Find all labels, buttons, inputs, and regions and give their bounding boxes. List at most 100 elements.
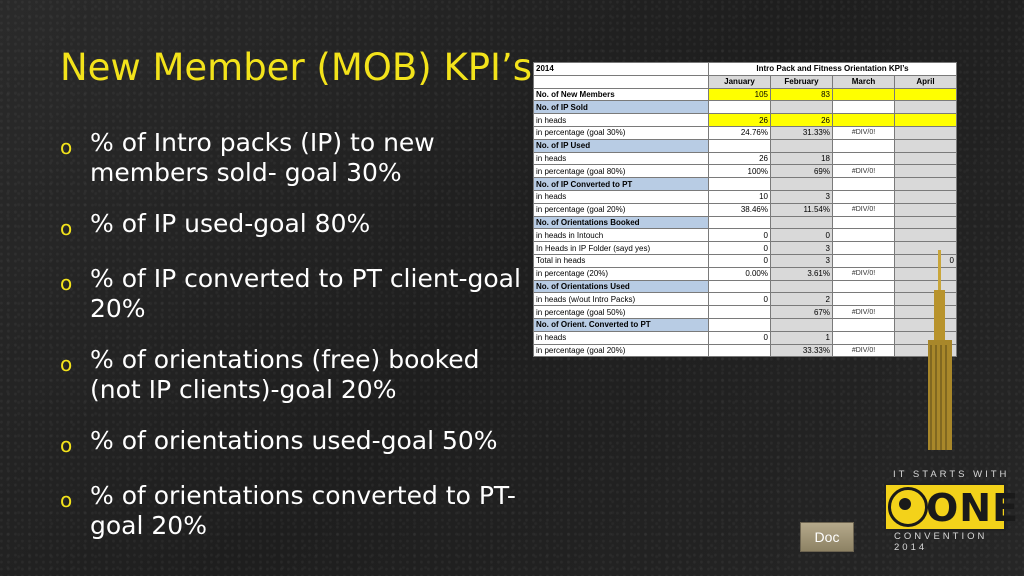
table-row: No. of New Members 105 83 (533, 87, 957, 102)
slide-title: New Member (MOB) KPI’s (60, 46, 533, 89)
table-row: Total in heads 0 3 0 (533, 253, 957, 268)
row-label: No. of Orientations Booked (533, 215, 709, 230)
row-label: No. of IP Converted to PT (533, 177, 709, 191)
table-row: No. of Orient. Converted to PT (533, 317, 957, 332)
cell-january (708, 279, 771, 294)
table-row: in percentage (20%) 0.00% 3.61% #DIV/0! (533, 266, 957, 281)
cell-january: 26 (708, 113, 771, 127)
cell-march (832, 253, 895, 268)
cell-april (894, 279, 957, 294)
cell-march (832, 215, 895, 230)
cell-april (894, 138, 957, 153)
cell-january: 105 (708, 87, 771, 102)
table-row: in percentage (goal 80%) 100% 69% #DIV/0! (533, 164, 957, 179)
cell-april (894, 241, 957, 255)
cell-january: 10 (708, 189, 771, 204)
cell-march (832, 87, 895, 102)
cell-march (832, 241, 895, 255)
gym-seal-icon (888, 487, 928, 527)
row-label: No. of Orientations Used (533, 279, 709, 294)
cell-february (770, 100, 833, 115)
cell-january: 0 (708, 228, 771, 243)
logo-tagline-bottom: CONVENTION 2014 (894, 531, 988, 553)
bullet-item: o % of orientations used-goal 50% (60, 426, 530, 460)
cell-february: 0 (770, 228, 833, 243)
table-row: No. of Orientations Booked (533, 215, 957, 230)
col-header-february: February (770, 74, 833, 89)
cell-march: #DIV/0! (832, 266, 895, 281)
cell-february: 3 (770, 189, 833, 204)
cell-february: 3 (770, 253, 833, 268)
bullet-marker: o (60, 216, 73, 240)
cell-january (708, 138, 771, 153)
table-row: in percentage (goal 30%) 24.76% 31.33% #DIV… (533, 125, 957, 140)
cell-february: 18 (770, 151, 833, 166)
table-row: No. of Orientations Used (533, 279, 957, 294)
bullet-text: % of Intro packs (IP) to new members sol… (90, 128, 435, 187)
col-header-april: April (894, 74, 957, 89)
cell-march (832, 113, 895, 127)
table-row: in percentage (goal 20%) 33.33% #DIV/0! (533, 343, 957, 358)
cell-february: 26 (770, 113, 833, 127)
cell-january: 26 (708, 151, 771, 166)
bullet-marker: o (60, 271, 73, 295)
doc-button[interactable]: Doc (800, 522, 854, 552)
row-label: in heads (533, 151, 709, 166)
cell-february: 11.54% (770, 202, 833, 217)
bullet-list: o % of Intro packs (IP) to new members so… (60, 128, 530, 562)
cell-february: 83 (770, 87, 833, 102)
bullet-text: % of IP used-goal 80% (90, 209, 371, 238)
row-label: in heads in Intouch (533, 228, 709, 243)
cell-february: 3 (770, 241, 833, 255)
cell-march: #DIV/0! (832, 305, 895, 319)
cell-january: 0.00% (708, 266, 771, 281)
cell-january (708, 215, 771, 230)
cell-february (770, 279, 833, 294)
table-row: No. of IP Converted to PT (533, 177, 957, 191)
row-label: No. of IP Sold (533, 100, 709, 115)
cell-january (708, 305, 771, 319)
row-label: in percentage (goal 50%) (533, 305, 709, 319)
row-label: in percentage (goal 80%) (533, 164, 709, 179)
cell-march (832, 279, 895, 294)
cell-april (894, 113, 957, 127)
bullet-marker: o (60, 488, 73, 512)
cell-january: 0 (708, 253, 771, 268)
row-label: in percentage (20%) (533, 266, 709, 281)
cell-january: 38.46% (708, 202, 771, 217)
table-row: in percentage (goal 20%) 38.46% 11.54% #DIV… (533, 202, 957, 217)
cell-april (894, 215, 957, 230)
col-header-january: January (708, 74, 771, 89)
cell-january (708, 100, 771, 115)
row-label: in percentage (goal 20%) (533, 343, 709, 358)
row-label: No. of IP Used (533, 138, 709, 153)
cell-march (832, 138, 895, 153)
row-label: in heads (w/out Intro Packs) (533, 292, 709, 307)
table-row: in percentage (goal 50%) 67% #DIV/0! (533, 305, 957, 319)
logo-tagline-top: IT STARTS WITH (893, 469, 1010, 480)
table-row: in heads 26 26 (533, 113, 957, 127)
sheet-year: 2014 (533, 62, 709, 76)
cell-january (708, 317, 771, 332)
cell-march (832, 100, 895, 115)
bullet-marker: o (60, 433, 73, 457)
bullet-item: o % of IP converted to PT client-goal 20% (60, 264, 530, 324)
bullet-item: o % of IP used-goal 80% (60, 209, 530, 243)
table-row: No. of IP Used (533, 138, 957, 153)
cell-march (832, 292, 895, 307)
cell-march (832, 189, 895, 204)
cell-march: #DIV/0! (832, 343, 895, 358)
cell-april (894, 189, 957, 204)
col-header-march: March (832, 74, 895, 89)
kpi-spreadsheet: 2014 Intro Pack and Fitness Orientation … (533, 62, 957, 358)
cell-february: 3.61% (770, 266, 833, 281)
cell-january: 100% (708, 164, 771, 179)
bullet-text: % of orientations converted to PT-goal 2… (90, 481, 516, 540)
row-label: in heads (533, 189, 709, 204)
table-row: in heads in Intouch 0 0 (533, 228, 957, 243)
sheet-rows: No. of New Members 105 83 No. of IP Sold in … (533, 87, 957, 358)
header-blank-cell (533, 74, 709, 89)
cell-april (894, 125, 957, 140)
cell-february: 67% (770, 305, 833, 319)
cell-march: #DIV/0! (832, 164, 895, 179)
